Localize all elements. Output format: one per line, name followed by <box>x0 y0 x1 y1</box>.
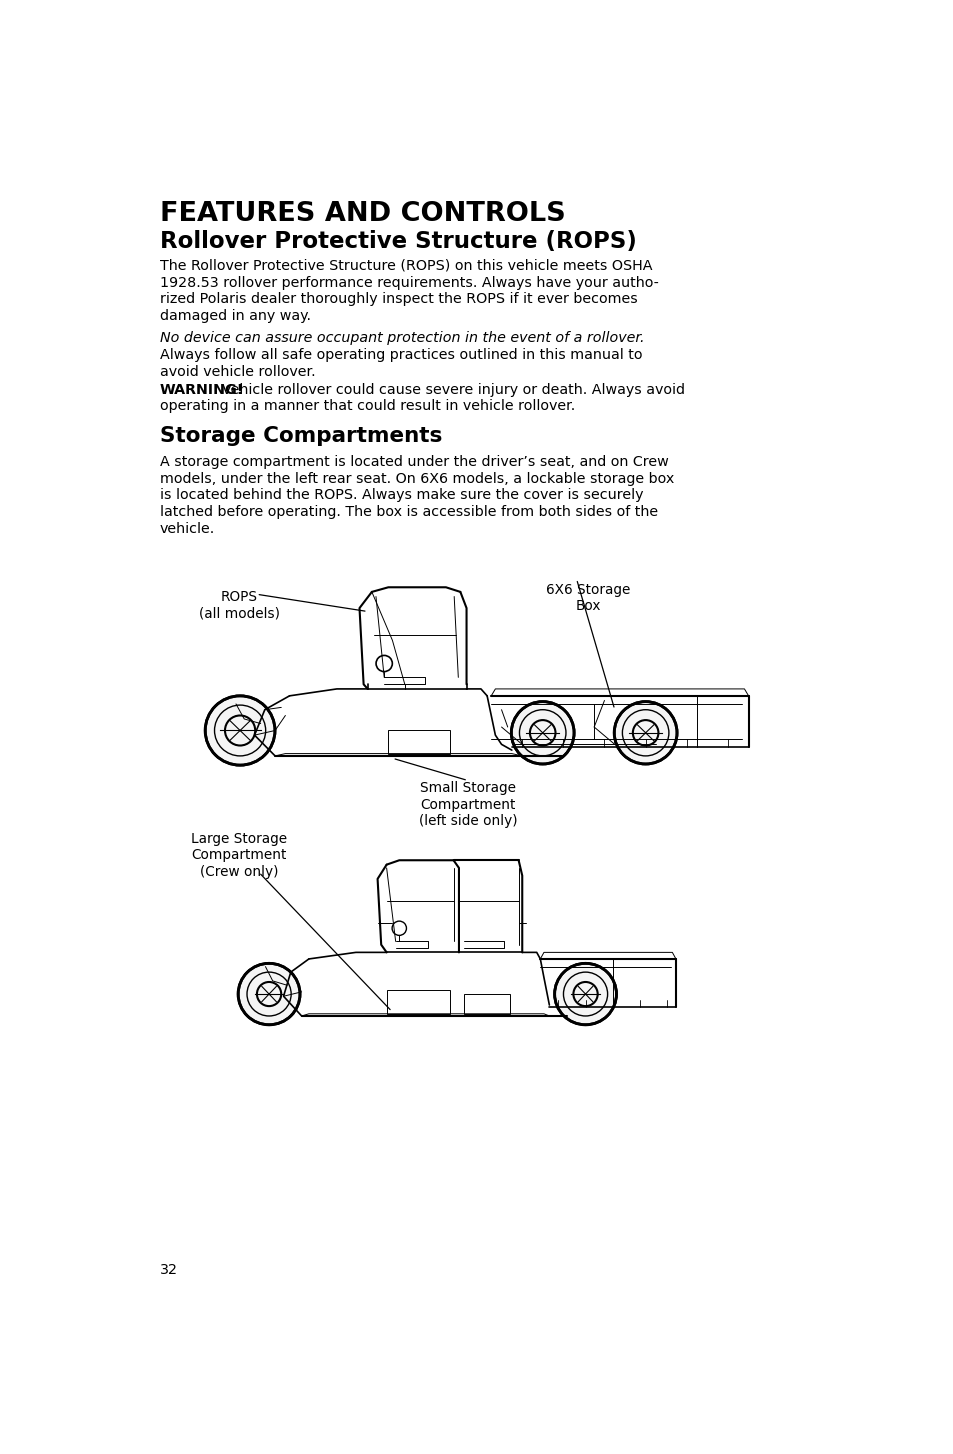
Text: Storage Compartments: Storage Compartments <box>159 426 441 445</box>
Circle shape <box>614 702 677 763</box>
Circle shape <box>511 702 574 763</box>
Text: No device can assure occupant protection in the event of a rollover.: No device can assure occupant protection… <box>159 332 643 346</box>
Text: is located behind the ROPS. Always make sure the cover is securely: is located behind the ROPS. Always make … <box>159 489 642 503</box>
Bar <box>386 990 450 1013</box>
Text: operating in a manner that could result in vehicle rollover.: operating in a manner that could result … <box>159 400 575 413</box>
Circle shape <box>238 964 299 1025</box>
Circle shape <box>554 964 616 1025</box>
Text: Rollover Protective Structure (ROPS): Rollover Protective Structure (ROPS) <box>159 230 636 253</box>
Text: Small Storage
Compartment
(left side only): Small Storage Compartment (left side onl… <box>418 781 517 827</box>
Text: Large Storage
Compartment
(Crew only): Large Storage Compartment (Crew only) <box>192 832 287 878</box>
Text: vehicle.: vehicle. <box>159 522 214 537</box>
Text: Vehicle rollover could cause severe injury or death. Always avoid: Vehicle rollover could cause severe inju… <box>213 382 684 397</box>
Bar <box>464 995 509 1013</box>
Text: Always follow all safe operating practices outlined in this manual to: Always follow all safe operating practic… <box>159 348 641 362</box>
Text: 6X6 Storage
Box: 6X6 Storage Box <box>545 583 630 612</box>
Text: WARNING!: WARNING! <box>159 382 244 397</box>
Text: The Rollover Protective Structure (ROPS) on this vehicle meets OSHA: The Rollover Protective Structure (ROPS)… <box>159 259 651 273</box>
Text: models, under the left rear seat. On 6X6 models, a lockable storage box: models, under the left rear seat. On 6X6… <box>159 471 673 486</box>
Text: avoid vehicle rollover.: avoid vehicle rollover. <box>159 365 314 379</box>
Text: ROPS
(all models): ROPS (all models) <box>198 590 279 621</box>
Text: latched before operating. The box is accessible from both sides of the: latched before operating. The box is acc… <box>159 505 657 519</box>
Text: 32: 32 <box>159 1264 177 1277</box>
Text: A storage compartment is located under the driver’s seat, and on Crew: A storage compartment is located under t… <box>159 455 668 468</box>
Text: damaged in any way.: damaged in any way. <box>159 310 311 323</box>
Bar <box>388 730 450 753</box>
Text: 1928.53 rollover performance requirements. Always have your autho-: 1928.53 rollover performance requirement… <box>159 276 658 289</box>
Text: FEATURES AND CONTROLS: FEATURES AND CONTROLS <box>159 202 565 227</box>
Text: rized Polaris dealer thoroughly inspect the ROPS if it ever becomes: rized Polaris dealer thoroughly inspect … <box>159 292 637 307</box>
Circle shape <box>205 696 274 765</box>
